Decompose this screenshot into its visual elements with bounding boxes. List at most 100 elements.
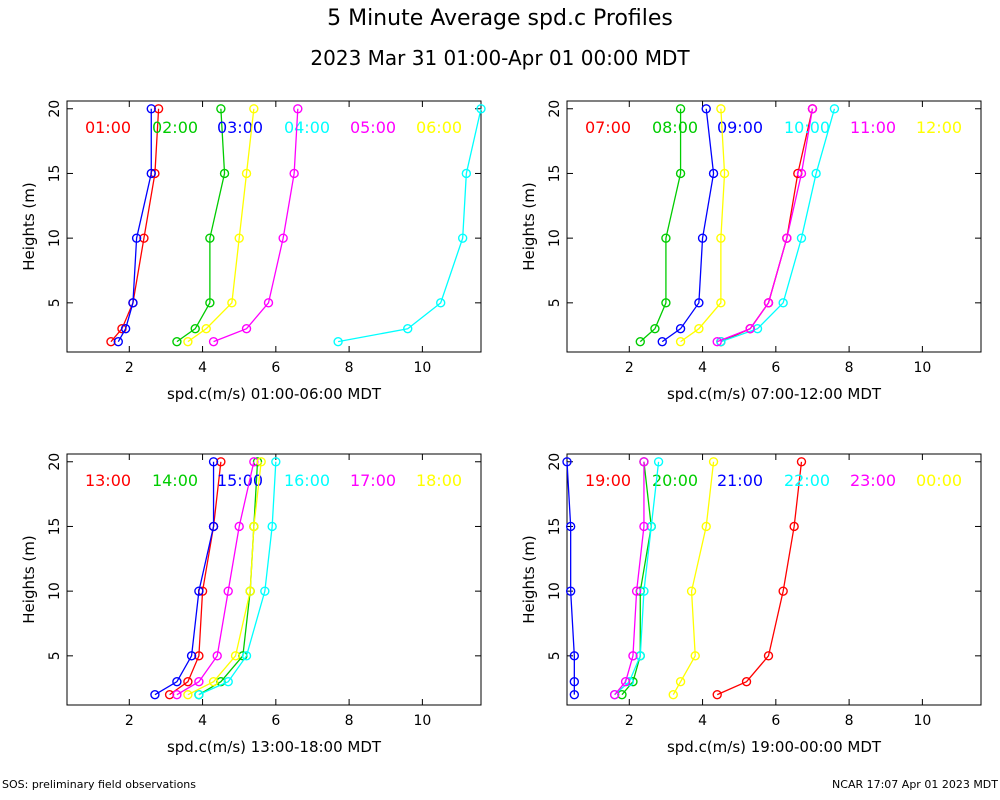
data-point bbox=[716, 336, 726, 347]
data-point bbox=[293, 104, 303, 114]
data-point bbox=[782, 233, 792, 243]
data-point bbox=[183, 336, 193, 347]
data-point bbox=[620, 677, 631, 687]
series-0600: 06:00 bbox=[183, 104, 462, 347]
data-point bbox=[194, 689, 204, 700]
data-point bbox=[201, 324, 211, 334]
data-point bbox=[639, 521, 649, 532]
data-point bbox=[811, 168, 821, 179]
plot-frame bbox=[66, 453, 482, 706]
data-point bbox=[778, 298, 788, 308]
data-point bbox=[172, 689, 182, 700]
data-point bbox=[435, 298, 446, 308]
legend-entry: 11:00 bbox=[850, 118, 896, 137]
legend-entry: 21:00 bbox=[717, 471, 763, 490]
series-0900: 09:00 bbox=[657, 104, 763, 347]
data-point bbox=[639, 457, 649, 467]
y-tick-label: 10 bbox=[47, 582, 63, 600]
x-tick-label: 4 bbox=[198, 713, 207, 729]
series-0400: 04:00 bbox=[284, 104, 486, 347]
footer-right: NCAR 17:07 Apr 01 2023 MDT bbox=[832, 778, 998, 791]
y-tick-label: 5 bbox=[47, 298, 63, 307]
x-tick-label: 4 bbox=[198, 360, 207, 376]
data-point bbox=[263, 298, 274, 308]
x-tick-label: 8 bbox=[845, 360, 854, 376]
data-point bbox=[569, 651, 580, 661]
data-point bbox=[333, 336, 343, 347]
data-point bbox=[697, 233, 708, 243]
y-tick-label: 5 bbox=[547, 298, 563, 307]
series-line bbox=[110, 108, 160, 343]
legend-entry: 00:00 bbox=[916, 471, 962, 490]
y-tick-label: 15 bbox=[547, 518, 563, 536]
data-point bbox=[569, 689, 580, 700]
data-point bbox=[675, 168, 686, 179]
panel-2: 2 4 6 8 10 5 10 15 20 spd.c(m/s) 07:00-12:00 MDT H… bbox=[520, 100, 982, 403]
series-line bbox=[198, 461, 277, 696]
data-point bbox=[708, 457, 719, 467]
data-point bbox=[278, 233, 288, 243]
series-0300: 03:00 bbox=[113, 104, 263, 347]
x-tick-label: 8 bbox=[845, 713, 854, 729]
y-axis-label: Heights (m) bbox=[520, 535, 538, 623]
data-point bbox=[227, 298, 237, 308]
legend-entry: 06:00 bbox=[416, 118, 462, 137]
data-point bbox=[668, 689, 678, 700]
y-tick-label: 5 bbox=[47, 651, 63, 660]
data-point bbox=[208, 521, 219, 532]
data-point bbox=[212, 651, 222, 661]
data-point bbox=[120, 324, 131, 334]
data-point bbox=[675, 324, 686, 334]
data-point bbox=[146, 168, 156, 179]
series-1300: 13:00 bbox=[85, 457, 226, 700]
data-point bbox=[829, 104, 840, 114]
y-tick-label: 15 bbox=[47, 518, 63, 536]
data-point bbox=[657, 336, 667, 347]
legend-entry: 23:00 bbox=[850, 471, 896, 490]
x-tick-label: 4 bbox=[698, 360, 707, 376]
data-point bbox=[719, 168, 730, 179]
series-line bbox=[117, 108, 152, 342]
data-point bbox=[796, 168, 807, 179]
data-point bbox=[694, 298, 704, 308]
x-tick-label: 6 bbox=[271, 713, 280, 729]
data-point bbox=[661, 233, 671, 243]
panel-1: 2 4 6 8 10 5 10 15 20 spd.c(m/s) 01:00-06:00 MDT H… bbox=[20, 100, 486, 403]
series-line bbox=[716, 108, 814, 343]
figure-subtitle: 2023 Mar 31 01:00-Apr 01 00:00 MDT bbox=[310, 46, 690, 70]
series-1400: 14:00 bbox=[152, 457, 263, 700]
legend-entry: 19:00 bbox=[585, 471, 631, 490]
y-tick-label: 5 bbox=[547, 651, 563, 660]
data-point bbox=[635, 336, 645, 347]
series-1500: 15:00 bbox=[150, 457, 263, 700]
data-point bbox=[241, 651, 252, 661]
series-line bbox=[213, 108, 299, 343]
x-tick-label: 10 bbox=[413, 360, 431, 376]
series-line bbox=[566, 461, 575, 695]
series-2000: 20:00 bbox=[617, 457, 698, 700]
data-point bbox=[150, 689, 160, 700]
data-point bbox=[183, 689, 193, 700]
data-point bbox=[675, 677, 686, 687]
legend-entry: 10:00 bbox=[784, 118, 830, 137]
series-0700: 07:00 bbox=[585, 104, 818, 347]
x-tick-label: 2 bbox=[125, 360, 134, 376]
data-point bbox=[234, 233, 244, 243]
series-1100: 11:00 bbox=[712, 104, 896, 347]
x-tick-label: 10 bbox=[913, 713, 931, 729]
data-point bbox=[650, 324, 660, 334]
data-point bbox=[234, 521, 244, 532]
data-point bbox=[562, 457, 572, 467]
y-tick-label: 15 bbox=[47, 165, 63, 183]
x-tick-label: 6 bbox=[771, 360, 780, 376]
y-tick-label: 20 bbox=[47, 453, 63, 471]
data-point bbox=[789, 521, 799, 532]
data-point bbox=[208, 336, 219, 347]
series-0200: 02:00 bbox=[152, 104, 230, 347]
data-point bbox=[565, 521, 576, 532]
data-point bbox=[205, 233, 215, 243]
data-point bbox=[694, 324, 704, 334]
data-point bbox=[241, 168, 252, 179]
plot-frame bbox=[566, 453, 982, 706]
x-axis-label: spd.c(m/s) 19:00-00:00 MDT bbox=[667, 738, 882, 756]
